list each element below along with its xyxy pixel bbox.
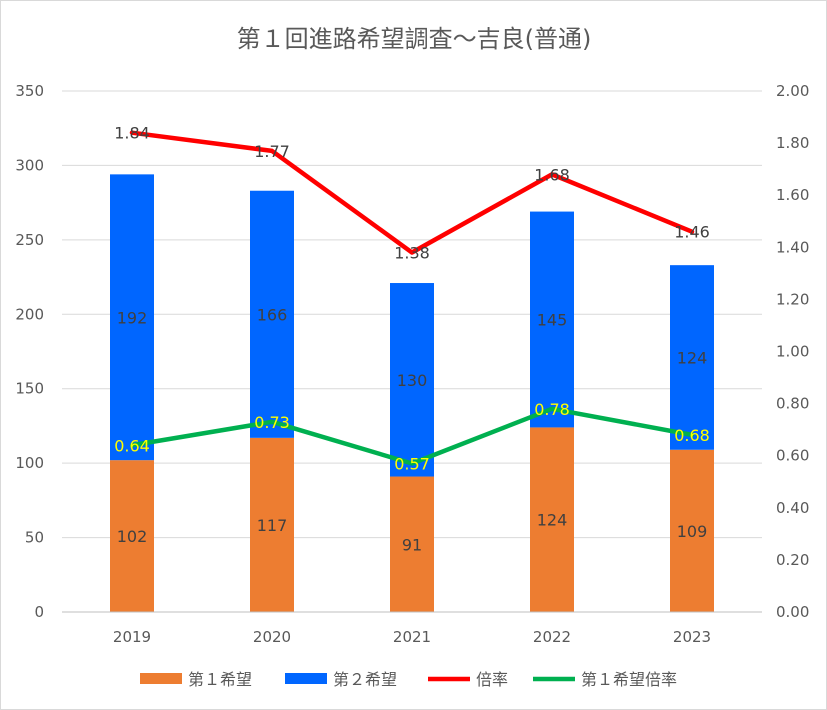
bar-segment	[390, 283, 434, 477]
bar-value-label: 166	[257, 305, 288, 324]
right-tick-label: 0.80	[776, 395, 809, 413]
line-value-label: 1.77	[254, 142, 290, 161]
legend-label: 第２希望	[333, 670, 397, 689]
bar-value-label: 124	[677, 348, 708, 367]
bar-segment	[530, 211, 574, 428]
legend: 第１希望 第２希望 倍率 第１希望倍率	[140, 670, 677, 689]
gridlines	[62, 90, 762, 539]
line-value-label: 1.46	[674, 223, 710, 242]
legend-label: 倍率	[476, 670, 508, 689]
left-tick-label: 50	[25, 529, 44, 547]
bar-segment	[250, 437, 294, 612]
left-tick-label: 200	[15, 305, 44, 323]
bar-value-label: 124	[537, 511, 568, 530]
left-tick-label: 250	[15, 231, 44, 249]
bar-value-label: 145	[537, 310, 568, 329]
line-value-label: 0.64	[114, 436, 150, 455]
x-tick-label: 2020	[253, 628, 291, 646]
bar-segment	[670, 449, 714, 612]
bars	[110, 174, 714, 612]
bar-segment	[390, 476, 434, 612]
left-tick-label: 150	[15, 380, 44, 398]
bar-segment	[530, 427, 574, 612]
series-line	[129, 130, 695, 255]
right-axis: 0.00 0.20 0.40 0.60 0.80 1.00 1.20 1.40 1.60 1.80…	[776, 82, 809, 621]
right-tick-label: 1.00	[776, 343, 809, 361]
bar-segment	[670, 265, 714, 450]
line-value-label: 1.38	[394, 244, 430, 263]
right-tick-label: 0.40	[776, 499, 809, 517]
line-value-label: 1.84	[114, 124, 150, 143]
left-axis: 0 50 100 150 200 250 300 350	[15, 82, 44, 621]
right-tick-label: 0.60	[776, 447, 809, 465]
left-tick-label: 350	[15, 82, 44, 100]
line-value-label: 0.57	[394, 455, 430, 474]
left-tick-label: 300	[15, 156, 44, 174]
x-tick-label: 2019	[113, 628, 151, 646]
bar-value-label: 117	[257, 516, 288, 535]
legend-label: 第１希望	[188, 670, 252, 689]
right-tick-label: 1.20	[776, 290, 809, 308]
chart-title: 第１回進路希望調査～吉良(普通)	[237, 25, 592, 53]
line-value-label: 1.68	[534, 165, 570, 184]
right-tick-label: 1.80	[776, 134, 809, 152]
legend-label: 第１希望倍率	[581, 670, 677, 689]
x-tick-label: 2021	[393, 628, 431, 646]
bar-value-label: 102	[117, 527, 148, 546]
left-tick-label: 0	[34, 603, 44, 621]
bar-value-label: 109	[677, 522, 708, 541]
lines	[129, 130, 695, 466]
x-tick-label: 2023	[673, 628, 711, 646]
bar-segment	[250, 190, 294, 438]
line-value-label: 0.73	[254, 413, 290, 432]
series-line	[129, 406, 695, 466]
x-axis: 2019 2020 2021 2022 2023	[62, 611, 762, 646]
right-tick-label: 1.40	[776, 238, 809, 256]
bar-value-label: 130	[397, 371, 428, 390]
bar-value-label: 192	[117, 308, 148, 327]
right-tick-label: 1.60	[776, 186, 809, 204]
line-value-label: 0.68	[674, 426, 710, 445]
legend-swatch	[140, 673, 182, 684]
line-value-label: 0.78	[534, 400, 570, 419]
x-tick-label: 2022	[533, 628, 571, 646]
bar-value-label: 91	[402, 535, 422, 554]
left-tick-label: 100	[15, 454, 44, 472]
legend-swatch	[285, 673, 327, 684]
bar-segment	[110, 174, 154, 461]
right-tick-label: 0.00	[776, 603, 809, 621]
right-tick-label: 2.00	[776, 82, 809, 100]
right-tick-label: 0.20	[776, 551, 809, 569]
data-labels: 102 117 91 124 109 192 166 130 145 124 1.84 1.77 1.3…	[114, 124, 710, 555]
bar-segment	[110, 460, 154, 612]
